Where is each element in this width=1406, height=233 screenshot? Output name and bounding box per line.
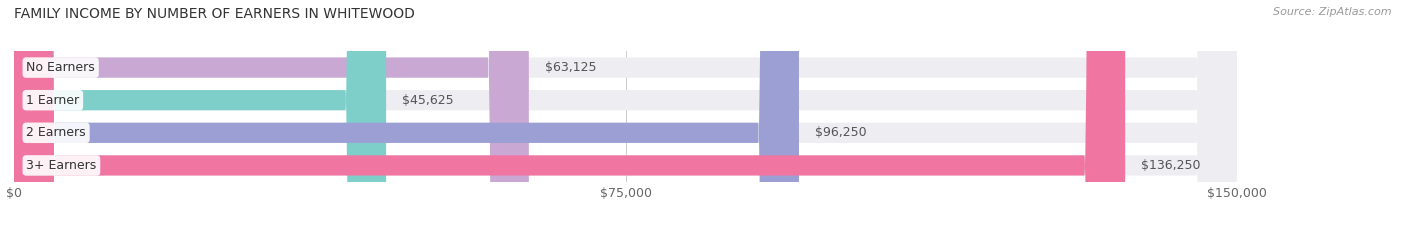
FancyBboxPatch shape [14, 0, 529, 233]
Text: $136,250: $136,250 [1142, 159, 1201, 172]
FancyBboxPatch shape [14, 0, 799, 233]
FancyBboxPatch shape [14, 0, 387, 233]
Text: 1 Earner: 1 Earner [27, 94, 79, 107]
Text: $45,625: $45,625 [402, 94, 454, 107]
Text: 3+ Earners: 3+ Earners [27, 159, 97, 172]
FancyBboxPatch shape [14, 0, 1237, 233]
Text: FAMILY INCOME BY NUMBER OF EARNERS IN WHITEWOOD: FAMILY INCOME BY NUMBER OF EARNERS IN WH… [14, 7, 415, 21]
FancyBboxPatch shape [14, 0, 1237, 233]
FancyBboxPatch shape [14, 0, 1125, 233]
FancyBboxPatch shape [14, 0, 1237, 233]
Text: $63,125: $63,125 [546, 61, 596, 74]
Text: 2 Earners: 2 Earners [27, 126, 86, 139]
FancyBboxPatch shape [14, 0, 1237, 233]
Text: Source: ZipAtlas.com: Source: ZipAtlas.com [1274, 7, 1392, 17]
Text: $96,250: $96,250 [815, 126, 868, 139]
Text: No Earners: No Earners [27, 61, 96, 74]
